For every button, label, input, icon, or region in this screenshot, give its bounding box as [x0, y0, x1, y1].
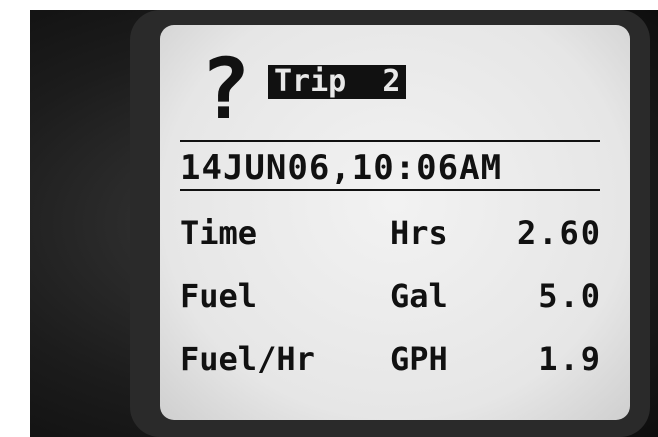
row-value: 2.60	[517, 217, 602, 249]
row-unit: GPH	[390, 343, 448, 375]
row-unit: Gal	[390, 280, 448, 312]
lcd-screen: ? Trip 2 14JUN06,10:06AM Time Hrs 2.60 Fuel…	[160, 25, 630, 420]
row-label: Fuel	[180, 280, 257, 312]
divider	[180, 140, 600, 142]
divider	[180, 189, 600, 191]
row-label: Time	[180, 217, 257, 249]
datetime: 14JUN06,10:06AM	[180, 151, 502, 185]
row-label: Fuel/Hr	[180, 343, 315, 375]
help-icon: ?	[200, 47, 251, 131]
screen-title: Trip 2	[268, 65, 406, 99]
device-photo: ? Trip 2 14JUN06,10:06AM Time Hrs 2.60 Fuel…	[30, 10, 658, 437]
page: ? Trip 2 14JUN06,10:06AM Time Hrs 2.60 Fuel…	[0, 0, 658, 437]
row-unit: Hrs	[390, 217, 448, 249]
row-value: 1.9	[538, 343, 602, 375]
row-value: 5.0	[538, 280, 602, 312]
